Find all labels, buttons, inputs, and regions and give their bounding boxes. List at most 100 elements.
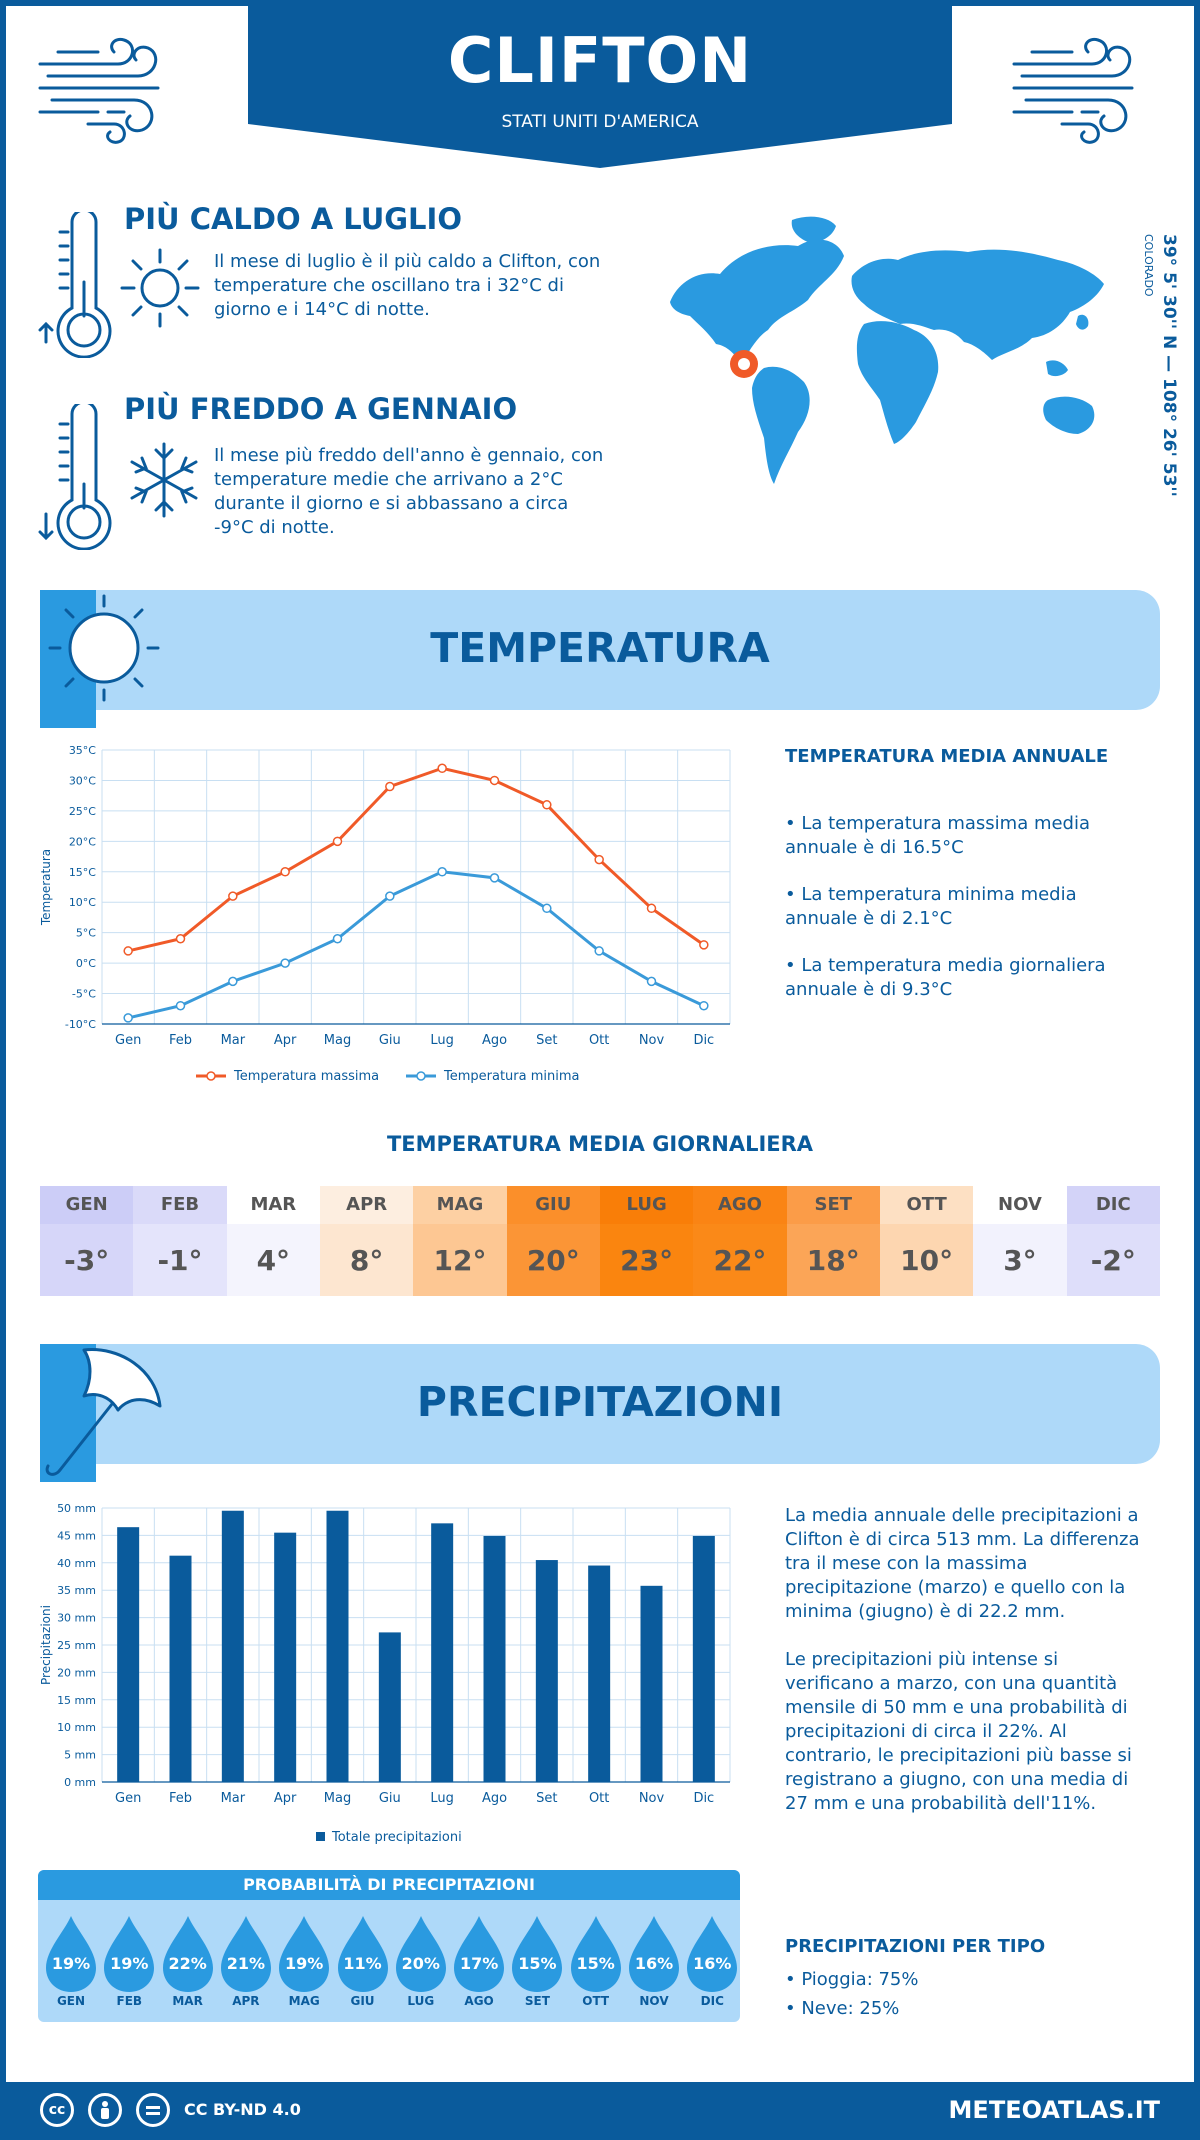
y-tick-label: 35 mm (57, 1584, 96, 1597)
probability-value: 17% (459, 1954, 499, 1973)
probability-drop: 11% GIU (336, 1914, 390, 2014)
data-point (646, 903, 657, 914)
probability-month: MAG (288, 1994, 320, 2008)
daily-temperature-value: 10° (879, 1224, 974, 1296)
by-icon (88, 2093, 122, 2127)
wind-icon (38, 37, 160, 144)
x-tick-label: Set (536, 1791, 557, 1806)
japan-shape (1076, 314, 1089, 330)
x-tick-label: Gen (115, 1033, 141, 1048)
probability-drop: 19% FEB (102, 1914, 156, 2014)
data-point (228, 976, 238, 987)
y-tick-label: 15°C (69, 866, 96, 879)
legend-label: Totale precipitazioni (331, 1830, 462, 1845)
probability-month: FEB (116, 1994, 143, 2008)
x-tick-label: Lug (430, 1791, 454, 1806)
y-tick-label: 10°C (69, 896, 96, 909)
precipitation-bar (640, 1585, 663, 1782)
probability-drop: 16% DIC (685, 1914, 739, 2014)
y-tick-label: 0°C (76, 957, 96, 970)
country-name: STATI UNITI D'AMERICA (501, 112, 699, 132)
greenland-shape (791, 216, 836, 243)
raindrop-icon (454, 1916, 505, 1992)
raindrop-icon (629, 1916, 679, 1992)
probability-title: PROBABILITÀ DI PRECIPITAZIONI (38, 1870, 740, 1900)
y-tick-label: 25°C (69, 805, 96, 818)
daily-temperature-month: SET (786, 1186, 880, 1224)
precipitation-banner (40, 1344, 1160, 1464)
probability-drop: 15% OTT (569, 1914, 623, 2014)
legend-swatch (316, 1832, 325, 1841)
series-line-max (127, 766, 705, 953)
daily-temperature-cell: AGO 22° (693, 1186, 787, 1296)
probability-value: 22% (168, 1954, 207, 1973)
data-point (542, 800, 552, 810)
probability-drop: 19% GEN (44, 1914, 98, 2014)
x-tick-label: Mag (324, 1033, 351, 1048)
site-link[interactable]: METEOATLAS.IT (948, 2096, 1160, 2124)
y-tick-label: 30 mm (57, 1612, 96, 1625)
umbrella-icon (40, 1344, 162, 1476)
precipitation-type-head: PRECIPITAZIONI PER TIPO (785, 1936, 1046, 1957)
daily-temperature-value: -3° (40, 1224, 134, 1296)
x-tick-label: Dic (693, 1791, 714, 1806)
daily-temperature-month: APR (319, 1186, 414, 1224)
coordinates-text: 39° 5' 30'' N — 108° 26' 53'' W (1159, 234, 1179, 500)
precipitation-bar (588, 1565, 611, 1782)
hot-month-text: Il mese di luglio è il più caldo a Clift… (214, 251, 601, 320)
data-point (175, 934, 186, 944)
daily-temperature-cell: GIU 20° (506, 1186, 600, 1296)
y-tick-label: 35°C (69, 744, 96, 757)
probability-value: 15% (518, 1954, 557, 1973)
precipitation-paragraph-2: Le precipitazioni più intense si verific… (785, 1649, 1132, 1814)
coordinates-block: 39° 5' 30'' N — 108° 26' 53'' W COLORADO (1140, 230, 1180, 522)
data-point (175, 1000, 186, 1011)
probability-drop: 22% MAR (161, 1914, 215, 2014)
probability-value: 20% (401, 1954, 440, 1973)
precipitation-chart: 0 mm 5 mm 10 mm 15 mm 20 mm 25 mm 30 mm 35 mm 40… (39, 1502, 731, 1845)
precipitation-type-snow: • Neve: 25% (785, 1998, 900, 2019)
snowflake-icon (130, 442, 198, 518)
probability-month: SET (524, 1994, 550, 2008)
hot-month-title: PIÙ CALDO A LUGLIO (124, 202, 462, 236)
probability-month: GIU (350, 1994, 375, 2008)
cc-icon: cc (40, 2093, 74, 2127)
precipitation-type-rain: • Pioggia: 75% (785, 1969, 919, 1990)
probability-value: 21% (226, 1954, 266, 1973)
x-tick-label: Mag (324, 1791, 351, 1806)
x-tick-label: Nov (639, 1033, 665, 1048)
temperature-chart: -10°C -5°C 0°C 5°C 10°C 15°C 20°C 25°C 30°C 35°C G… (39, 744, 731, 1084)
x-tick-label: Giu (379, 1791, 401, 1806)
y-tick-label: 50 mm (57, 1502, 96, 1515)
daily-temperature-value: 12° (413, 1224, 507, 1296)
y-tick-label: 45 mm (57, 1529, 96, 1542)
x-tick-label: Feb (169, 1033, 192, 1048)
y-axis-label: Precipitazioni (39, 1605, 53, 1685)
data-point (332, 836, 343, 847)
y-tick-label: 20°C (69, 835, 96, 848)
x-tick-label: Set (536, 1033, 557, 1048)
x-tick-label: Apr (274, 1791, 297, 1806)
probability-value: 15% (576, 1954, 615, 1973)
data-point (385, 891, 395, 901)
probability-value: 16% (634, 1954, 674, 1973)
daily-temperature-month: MAR (226, 1186, 320, 1224)
daily-temperature-month: LUG (599, 1186, 694, 1224)
world-map (670, 216, 1104, 484)
data-point (542, 903, 552, 914)
daily-temperature-month: OTT (879, 1186, 974, 1224)
x-tick-label: Ott (589, 1791, 609, 1806)
daily-temperature-cell: GEN -3° (40, 1186, 134, 1296)
probability-value: 11% (343, 1954, 382, 1973)
y-tick-label: 15 mm (57, 1694, 96, 1707)
daily-temperature-table: GEN -3° FEB -1° MAR 4° APR 8° MAG 12° GIU 20° LUG 23°… (40, 1186, 1160, 1296)
probability-month: GEN (56, 1994, 86, 2008)
daily-temperature-month: GEN (40, 1186, 134, 1224)
data-point (123, 1013, 133, 1023)
raindrop-icon (395, 1916, 446, 1992)
raindrop-icon (104, 1916, 155, 1992)
daily-temperature-month: GIU (506, 1186, 600, 1224)
thermometer-hot-icon (38, 212, 112, 358)
precipitation-probability-box: PROBABILITÀ DI PRECIPITAZIONI 19% GEN 19% F… (38, 1870, 740, 2022)
y-tick-label: 30°C (69, 774, 96, 787)
